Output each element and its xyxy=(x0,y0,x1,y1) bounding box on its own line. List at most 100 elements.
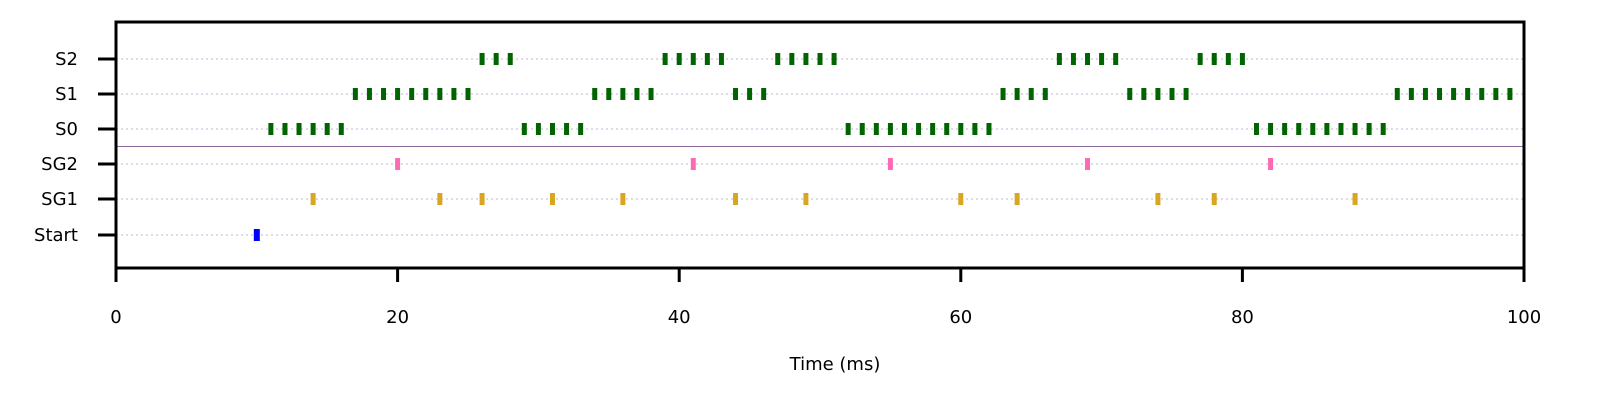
event-mark-s0-3 xyxy=(310,123,316,135)
event-mark-s1-3 xyxy=(395,88,401,100)
event-mark-s0-8 xyxy=(549,123,555,135)
event-mark-s1-2 xyxy=(381,88,387,100)
event-mark-s0-2 xyxy=(296,123,302,135)
event-mark-s1-7 xyxy=(451,88,457,100)
event-mark-start-0 xyxy=(253,229,260,241)
event-mark-s2-15 xyxy=(1085,53,1091,65)
event-mark-s2-0 xyxy=(479,53,485,65)
event-mark-s0-25 xyxy=(1296,123,1302,135)
event-mark-sg1-10 xyxy=(1211,193,1217,205)
event-mark-s0-15 xyxy=(901,123,907,135)
event-mark-s0-9 xyxy=(564,123,570,135)
event-mark-s1-8 xyxy=(465,88,471,100)
event-mark-s1-19 xyxy=(1028,88,1034,100)
event-mark-sg2-1 xyxy=(690,158,696,170)
event-mark-s2-6 xyxy=(704,53,710,65)
x-tick-label-0: 0 xyxy=(110,307,121,328)
event-mark-s1-32 xyxy=(1479,88,1485,100)
event-mark-s1-25 xyxy=(1183,88,1189,100)
plot-frame xyxy=(114,20,1526,270)
event-mark-s0-11 xyxy=(845,123,851,135)
event-mark-s1-20 xyxy=(1042,88,1048,100)
event-mark-s0-1 xyxy=(282,123,288,135)
x-axis-title: Time (ms) xyxy=(789,354,881,375)
event-mark-s0-23 xyxy=(1268,123,1274,135)
event-mark-s1-34 xyxy=(1507,88,1513,100)
y-tick-label-s2: S2 xyxy=(55,49,78,70)
axes-layer: Start SG1 SG2 S0 S1 S2 0 20 40 60 80 100 xyxy=(34,20,1541,328)
event-mark-s1-22 xyxy=(1141,88,1147,100)
event-mark-sg1-4 xyxy=(620,193,626,205)
marks-layer xyxy=(253,53,1513,241)
event-mark-s1-30 xyxy=(1451,88,1457,100)
event-mark-s2-2 xyxy=(507,53,513,65)
grid-layer xyxy=(116,58,1524,236)
event-mark-s1-17 xyxy=(1000,88,1006,100)
event-mark-sg1-1 xyxy=(437,193,443,205)
event-mark-s0-21 xyxy=(986,123,992,135)
x-tick-label-40: 40 xyxy=(668,307,691,328)
event-mark-sg2-3 xyxy=(1085,158,1091,170)
event-mark-s1-21 xyxy=(1127,88,1133,100)
event-mark-s0-10 xyxy=(578,123,584,135)
event-mark-s0-17 xyxy=(930,123,936,135)
event-mark-s1-15 xyxy=(747,88,753,100)
event-mark-s0-30 xyxy=(1366,123,1372,135)
event-mark-s0-0 xyxy=(268,123,274,135)
x-tick-label-100: 100 xyxy=(1507,307,1541,328)
event-mark-s2-20 xyxy=(1225,53,1231,65)
event-mark-s0-20 xyxy=(972,123,978,135)
event-mark-s2-17 xyxy=(1113,53,1119,65)
y-tick-label-s0: S0 xyxy=(55,119,78,140)
event-mark-s0-12 xyxy=(859,123,865,135)
event-mark-s2-11 xyxy=(817,53,823,65)
event-mark-s0-24 xyxy=(1282,123,1288,135)
event-mark-s2-5 xyxy=(690,53,696,65)
event-mark-s1-29 xyxy=(1437,88,1443,100)
event-mark-s1-10 xyxy=(606,88,612,100)
event-mark-s0-5 xyxy=(338,123,344,135)
event-mark-s2-3 xyxy=(662,53,668,65)
y-tick-label-s1: S1 xyxy=(55,84,78,105)
event-mark-s1-16 xyxy=(761,88,767,100)
event-mark-sg1-0 xyxy=(310,193,316,205)
event-mark-s1-9 xyxy=(592,88,598,100)
event-mark-s2-14 xyxy=(1070,53,1076,65)
y-tick-label-sg2: SG2 xyxy=(41,154,78,175)
event-mark-s1-27 xyxy=(1408,88,1414,100)
event-mark-s0-18 xyxy=(944,123,950,135)
event-mark-s0-13 xyxy=(873,123,879,135)
event-mark-sg1-9 xyxy=(1155,193,1161,205)
event-mark-s1-11 xyxy=(620,88,626,100)
event-mark-s2-9 xyxy=(789,53,795,65)
event-mark-sg1-8 xyxy=(1014,193,1020,205)
event-mark-s0-31 xyxy=(1380,123,1386,135)
y-tick-label-sg1: SG1 xyxy=(41,189,78,210)
event-mark-s0-22 xyxy=(1253,123,1259,135)
event-mark-s1-24 xyxy=(1169,88,1175,100)
event-mark-s0-19 xyxy=(958,123,964,135)
event-mark-s0-7 xyxy=(535,123,541,135)
event-mark-s2-16 xyxy=(1099,53,1105,65)
event-mark-sg1-7 xyxy=(958,193,964,205)
event-mark-s0-6 xyxy=(521,123,527,135)
event-mark-s1-33 xyxy=(1493,88,1499,100)
event-mark-s1-28 xyxy=(1422,88,1428,100)
x-tick-label-80: 80 xyxy=(1231,307,1254,328)
x-tick-label-20: 20 xyxy=(386,307,409,328)
event-mark-s1-4 xyxy=(409,88,415,100)
event-mark-sg1-3 xyxy=(549,193,555,205)
event-mark-s1-31 xyxy=(1465,88,1471,100)
y-tick-label-start: Start xyxy=(34,225,78,246)
event-mark-s2-13 xyxy=(1056,53,1062,65)
event-mark-s1-0 xyxy=(352,88,358,100)
event-mark-s0-27 xyxy=(1324,123,1330,135)
event-mark-sg2-0 xyxy=(395,158,401,170)
event-mark-s2-18 xyxy=(1197,53,1203,65)
event-mark-s1-14 xyxy=(733,88,739,100)
event-mark-sg2-4 xyxy=(1268,158,1274,170)
event-mark-s0-14 xyxy=(887,123,893,135)
event-mark-s1-13 xyxy=(648,88,654,100)
event-mark-sg2-2 xyxy=(887,158,893,170)
